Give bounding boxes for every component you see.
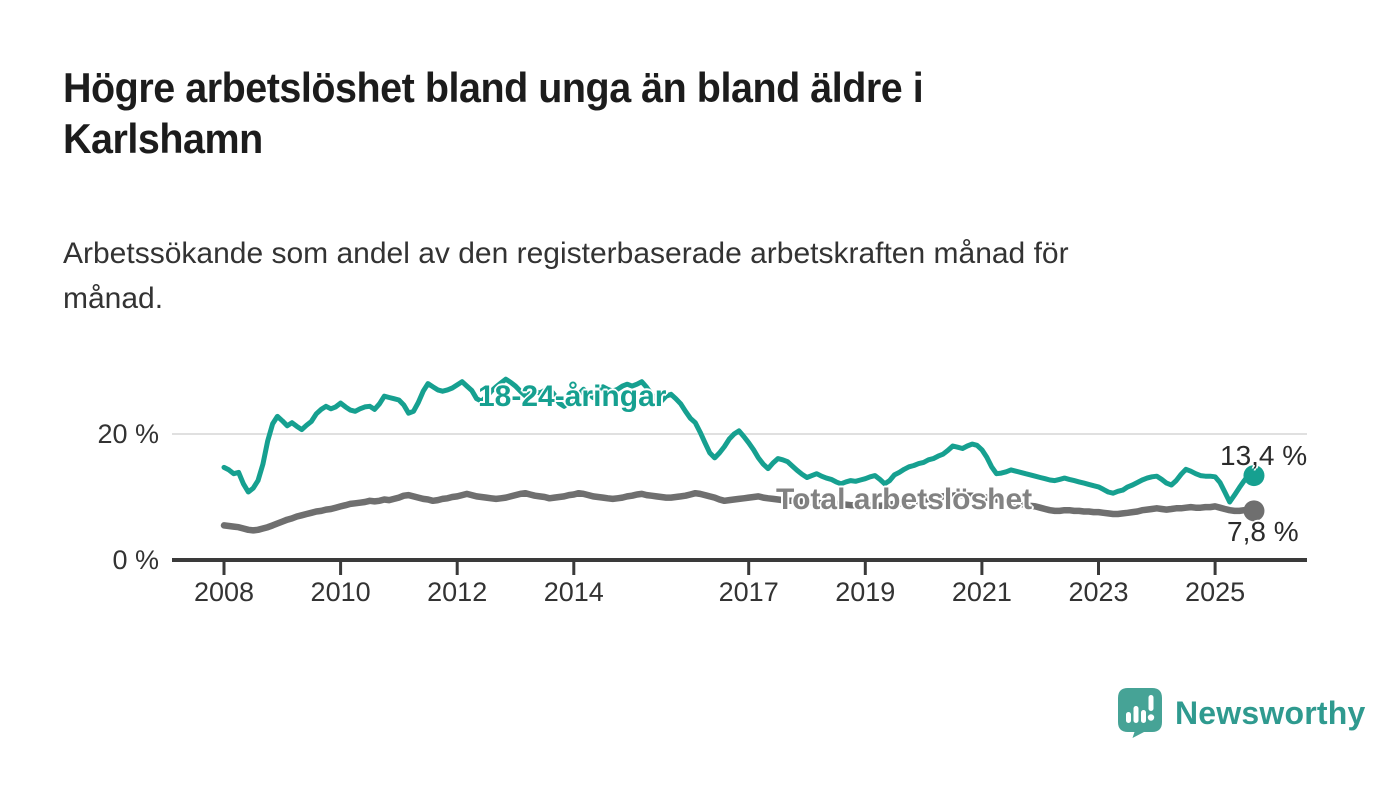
newsworthy-logo: Newsworthy bbox=[1118, 687, 1365, 739]
chart-subtitle-line-2: månad. bbox=[63, 282, 164, 315]
x-axis-label: 2014 bbox=[543, 577, 604, 607]
series-label-total: Total arbetslöshet bbox=[776, 483, 1033, 516]
x-axis-label: 2021 bbox=[951, 577, 1012, 607]
series-line-total bbox=[220, 489, 1258, 534]
page-title-line-1: Högre arbetslöshet bland unga än bland ä… bbox=[63, 64, 924, 111]
series-end-dot-total bbox=[1243, 500, 1265, 522]
x-axis-label: 2008 bbox=[193, 577, 255, 607]
end-value-label-young: 13,4 % bbox=[1220, 440, 1308, 471]
page-title: Högre arbetslöshet bland unga än bland ä… bbox=[63, 62, 1191, 164]
y-axis-label-0: 0 % bbox=[112, 545, 159, 575]
x-axis-label: 2025 bbox=[1185, 577, 1246, 607]
series-end-dot-young bbox=[1243, 465, 1265, 487]
chart-subtitle-line-1: Arbetssökande som andel av den registerb… bbox=[63, 237, 1069, 270]
x-axis-label: 2023 bbox=[1068, 577, 1129, 607]
y-axis-label-20: 20 % bbox=[97, 419, 159, 449]
series-label-young: 18-24-åringar bbox=[478, 380, 667, 413]
x-axis-label: 2012 bbox=[427, 577, 488, 607]
newsworthy-logo-icon bbox=[1118, 688, 1162, 738]
chart-subtitle: Arbetssökande som andel av den registerb… bbox=[63, 231, 1313, 321]
page-title-line-2: Karlshamn bbox=[63, 115, 263, 162]
x-axis-label: 2017 bbox=[718, 577, 779, 607]
series-line-young bbox=[221, 376, 1257, 505]
x-axis-label: 2010 bbox=[310, 577, 371, 607]
end-value-label-total: 7,8 % bbox=[1227, 516, 1299, 547]
newsworthy-logo-text: Newsworthy bbox=[1175, 694, 1366, 731]
x-axis-label: 2019 bbox=[835, 577, 896, 607]
